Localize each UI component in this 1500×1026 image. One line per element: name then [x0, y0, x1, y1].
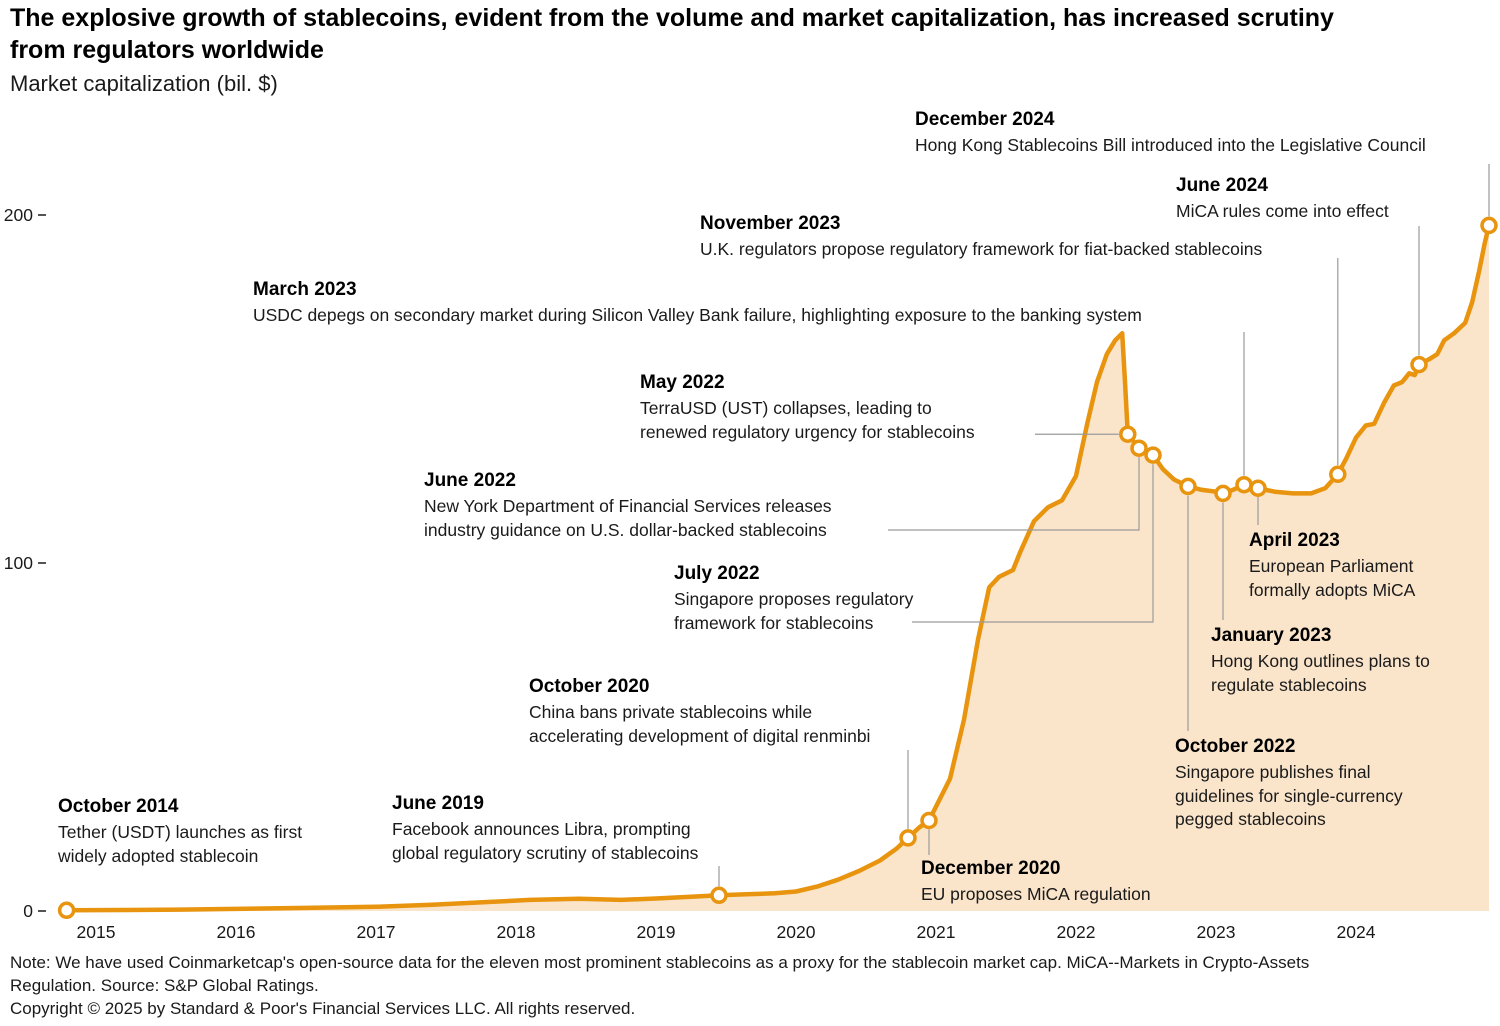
annotation-july-2022: July 2022 Singapore proposes regulatory …	[674, 561, 974, 635]
annotation-text: Facebook announces Libra, prompting glob…	[392, 819, 699, 863]
x-axis-label: 2021	[917, 922, 956, 942]
x-axis-label: 2024	[1337, 922, 1376, 942]
annotation-text: Singapore proposes regulatory framework …	[674, 589, 914, 633]
y-axis-label: 100	[4, 553, 33, 573]
annotation-date: December 2020	[921, 858, 1061, 879]
annotation-date: October 2014	[58, 796, 179, 817]
annotation-date: October 2020	[529, 676, 650, 697]
leader-line	[912, 464, 1154, 623]
x-axis-label: 2017	[357, 922, 396, 942]
x-axis-label: 2018	[497, 922, 536, 942]
annotation-text: Hong Kong outlines plans to regulate sta…	[1211, 651, 1430, 695]
annotation-date: June 2024	[1176, 175, 1268, 196]
copyright: Copyright © 2025 by Standard & Poor's Fi…	[10, 999, 636, 1018]
annotation-november-2023: November 2023 U.K. regulators propose re…	[700, 211, 1380, 262]
annotation-text: China bans private stablecoins while acc…	[529, 702, 871, 746]
x-axis-label: 2020	[777, 922, 816, 942]
event-marker	[1249, 479, 1267, 497]
annotation-june-2024: June 2024 MiCA rules come into effect	[1176, 173, 1476, 224]
annotation-april-2023: April 2023 European Parliament formally …	[1249, 528, 1489, 602]
event-marker	[710, 886, 728, 905]
annotation-date: May 2022	[640, 372, 725, 393]
annotation-text: European Parliament formally adopts MiCA	[1249, 556, 1416, 600]
annotation-date: June 2022	[424, 470, 516, 491]
annotation-text: USDC depegs on secondary market during S…	[253, 305, 1142, 325]
annotation-october-2014: October 2014 Tether (USDT) launches as f…	[58, 794, 358, 868]
annotation-text: Hong Kong Stablecoins Bill introduced in…	[915, 135, 1426, 155]
annotation-june-2019: June 2019 Facebook announces Libra, prom…	[392, 791, 772, 865]
annotation-january-2023: January 2023 Hong Kong outlines plans to…	[1211, 623, 1491, 697]
market-cap-line	[64, 223, 1492, 913]
event-marker	[1179, 477, 1197, 496]
market-cap-area	[66, 225, 1490, 911]
annotation-march-2023: March 2023 USDC depegs on secondary mark…	[253, 277, 1273, 328]
annotation-october-2022: October 2022 Singapore publishes final g…	[1175, 734, 1475, 832]
event-marker	[899, 829, 917, 847]
annotation-october-2020: October 2020 China bans private stableco…	[529, 674, 949, 748]
annotation-date: December 2024	[915, 109, 1055, 130]
annotation-text: U.K. regulators propose regulatory frame…	[700, 239, 1263, 259]
leader-line	[888, 457, 1140, 531]
event-marker	[1480, 216, 1498, 235]
y-axis-label: 0	[23, 901, 33, 921]
annotation-text: Tether (USDT) launches as first widely a…	[58, 822, 303, 866]
annotation-text: TerraUSD (UST) collapses, leading to ren…	[640, 398, 975, 442]
footnote: Note: We have used Coinmarketcap's open-…	[10, 953, 1310, 995]
x-axis-label: 2016	[217, 922, 256, 942]
annotation-date: November 2023	[700, 213, 841, 234]
x-axis-label: 2022	[1057, 922, 1096, 942]
x-axis-label: 2023	[1197, 922, 1236, 942]
annotation-date: March 2023	[253, 279, 357, 300]
event-marker	[1329, 465, 1347, 484]
event-marker	[57, 901, 76, 920]
x-axis-label: 2019	[637, 922, 676, 942]
annotation-date: January 2023	[1211, 625, 1332, 646]
annotation-date: April 2023	[1249, 530, 1340, 551]
event-marker	[1410, 355, 1428, 374]
event-marker	[1235, 475, 1253, 494]
annotation-may-2022: May 2022 TerraUSD (UST) collapses, leadi…	[640, 370, 1040, 444]
chart-footer: Note: We have used Coinmarketcap's open-…	[10, 952, 1468, 1021]
annotation-text: New York Department of Financial Service…	[424, 496, 832, 540]
annotation-date: June 2019	[392, 793, 484, 814]
annotation-december-2020: December 2020 EU proposes MiCA regulatio…	[921, 856, 1221, 907]
chart-subtitle: Market capitalization (bil. $)	[10, 71, 278, 96]
event-marker	[1214, 484, 1232, 503]
annotation-date: October 2022	[1175, 736, 1296, 757]
annotation-date: July 2022	[674, 563, 760, 584]
event-marker	[1144, 446, 1162, 464]
x-axis-label: 2015	[77, 922, 116, 942]
annotation-text: EU proposes MiCA regulation	[921, 884, 1151, 904]
event-marker	[920, 811, 938, 830]
event-marker	[1130, 439, 1148, 457]
y-axis-label: 200	[4, 205, 33, 225]
event-marker	[1119, 425, 1137, 443]
annotation-text: MiCA rules come into effect	[1176, 201, 1389, 221]
chart-title: The explosive growth of stablecoins, evi…	[10, 4, 1334, 64]
annotation-december-2024: December 2024 Hong Kong Stablecoins Bill…	[915, 107, 1500, 158]
annotation-june-2022: June 2022 New York Department of Financi…	[424, 468, 904, 542]
annotation-text: Singapore publishes final guidelines for…	[1175, 762, 1403, 829]
